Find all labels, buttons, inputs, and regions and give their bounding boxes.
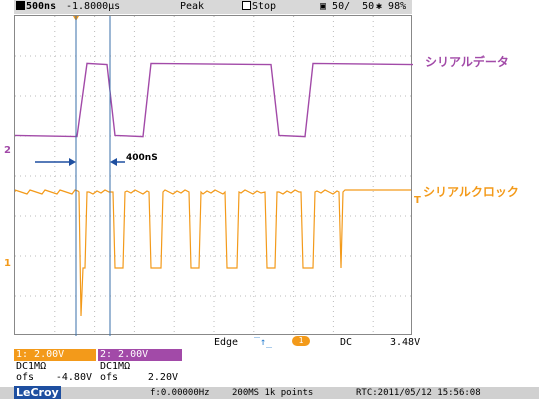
settings-icon: ✱	[376, 1, 389, 12]
serial-data-trace	[15, 62, 413, 138]
acquisition-status-bar: 500ns -1.8000µs Peak Stop ▣ 50/ 50 ✱ 98%	[14, 0, 412, 14]
timebase-readout[interactable]: 500ns	[16, 0, 56, 14]
trigger-level-marker: T	[414, 195, 421, 206]
serial-clock-trace	[15, 189, 411, 317]
arrow-right-head	[110, 158, 117, 166]
ch2-offset: ofs 2.20V	[98, 372, 182, 383]
ch1-coupling: DC1MΩ	[14, 361, 96, 372]
trigger-type[interactable]: Edge	[214, 337, 239, 348]
trigger-coupling[interactable]: DC	[340, 337, 353, 348]
serial-clock-label: シリアルクロック	[423, 185, 519, 199]
ch2-header: 2: 2.00V	[98, 349, 182, 361]
brand-logo: LeCroy	[14, 386, 61, 399]
ch2-marker: 2	[4, 145, 11, 156]
memory-icon: ▣	[320, 1, 333, 12]
bottom-status-bar: f:0.00000Hz 200MS 1k points RTC:2011/05/…	[0, 387, 539, 399]
clock-readout: RTC:2011/05/12 15:56:08	[356, 388, 481, 398]
percent-readout: ✱ 98%	[376, 1, 407, 12]
ch1-settings[interactable]: 1: 2.00V DC1MΩ ofs -4.80V	[14, 349, 96, 384]
ch1-header: 1: 2.00V	[14, 349, 96, 361]
rising-edge-icon: ‾↑_	[254, 337, 273, 348]
run-state[interactable]: Stop	[242, 0, 276, 14]
ch1-marker: 1	[4, 258, 11, 269]
ch2-coupling: DC1MΩ	[98, 361, 182, 372]
stop-icon	[242, 1, 251, 10]
ch2-settings[interactable]: 2: 2.00V DC1MΩ ofs 2.20V	[98, 349, 182, 384]
serial-data-label: シリアルデータ	[425, 55, 509, 69]
timing-annotation: 400nS	[126, 153, 158, 163]
frequency-readout: f:0.00000Hz	[150, 388, 210, 398]
ch1-offset: ofs -4.80V	[14, 372, 96, 383]
waveform-display[interactable]	[14, 15, 413, 336]
sample-rate-readout: 200MS 1k points	[232, 388, 314, 398]
arrow-left-head	[69, 158, 76, 166]
waveform-svg	[15, 16, 413, 336]
trigger-settings: Edge ‾↑_ 1 DC 3.48V	[214, 336, 421, 348]
timebase-icon	[16, 1, 25, 10]
trigger-level[interactable]: 3.48V	[390, 337, 421, 348]
delay-readout[interactable]: -1.8000µs	[66, 1, 121, 12]
acquisition-mode[interactable]: Peak	[180, 1, 205, 12]
acquisition-count: ▣ 50/ 50	[320, 1, 375, 12]
